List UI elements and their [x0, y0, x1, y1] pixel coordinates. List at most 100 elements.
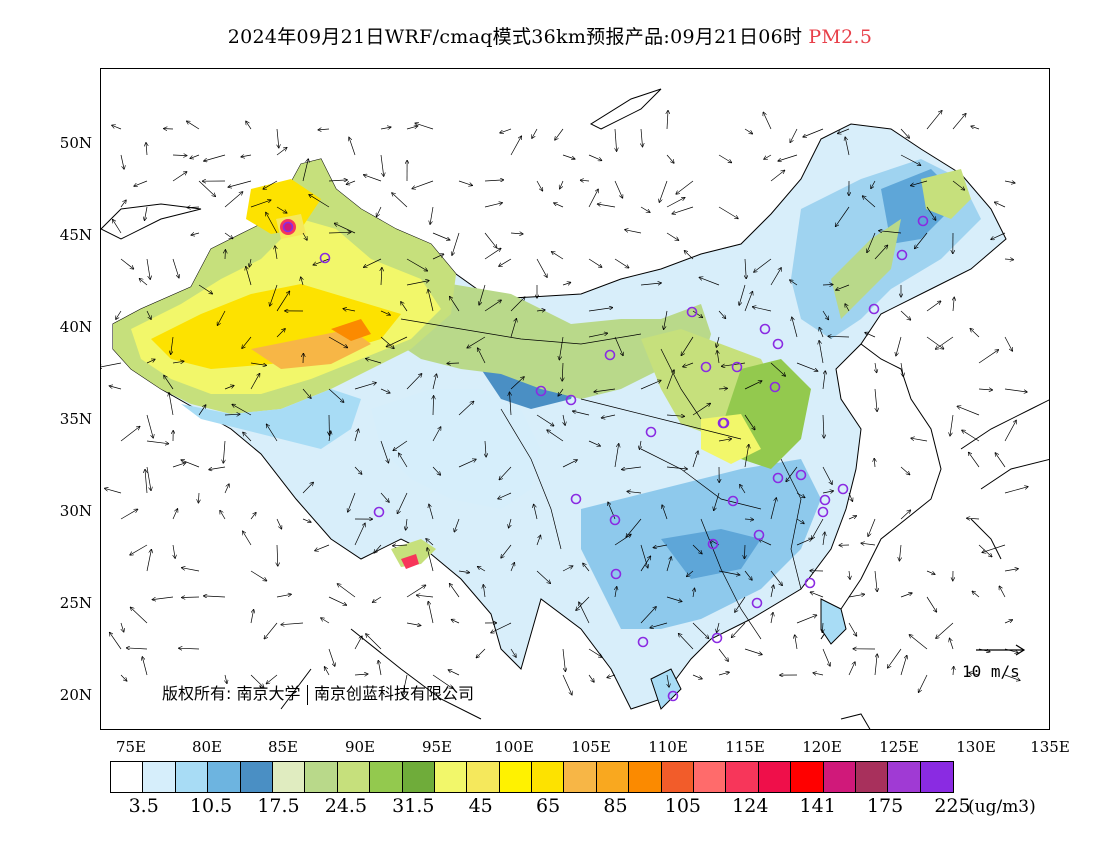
wind-arrow [172, 361, 184, 363]
wind-arrow [120, 200, 126, 208]
wind-arrow [458, 180, 472, 185]
wind-arrow [952, 180, 964, 190]
wind-arrow [764, 154, 772, 159]
wind-arrow [971, 126, 980, 129]
wind-arrow [105, 488, 122, 494]
wind-arrow [588, 674, 594, 682]
wind-arrow [552, 252, 564, 260]
legend-swatch [208, 762, 241, 792]
city-marker [751, 597, 763, 609]
wind-arrow [491, 622, 512, 633]
wind-arrow [558, 388, 564, 396]
wind-arrow [270, 284, 278, 306]
wind-arrow [936, 622, 954, 638]
city-marker [373, 506, 385, 518]
city-marker [817, 506, 829, 518]
wind-arrow [275, 246, 277, 260]
wind-arrow [277, 544, 278, 566]
wind-arrow [563, 414, 565, 425]
legend-label: 175 [866, 795, 904, 817]
wind-arrow [969, 673, 980, 675]
wind-arrow [716, 336, 720, 347]
wind-arrow [1004, 336, 1012, 351]
wind-arrow [936, 336, 954, 349]
legend-label: 65 [536, 795, 561, 817]
wind-arrow [874, 570, 877, 592]
wind-arrow [354, 466, 362, 474]
wind-arrow [640, 283, 661, 285]
wind-arrow [109, 386, 122, 390]
wind-arrow [771, 613, 773, 624]
wind-arrow [744, 414, 755, 430]
wind-arrow [679, 634, 694, 650]
wind-arrow [509, 518, 511, 528]
wind-arrow [276, 594, 291, 598]
city-marker [686, 306, 698, 318]
legend-label: 85 [603, 795, 628, 817]
lat-label-40n: 40N [59, 318, 92, 336]
city-marker [772, 472, 784, 484]
wind-arrow [763, 112, 772, 130]
wind-arrow [911, 180, 928, 186]
city-marker [282, 221, 294, 233]
city-marker [868, 303, 880, 315]
wind-arrow [848, 516, 856, 520]
wind-arrow [432, 674, 452, 688]
wind-arrow [224, 414, 240, 415]
wind-arrow [309, 195, 330, 208]
wind-arrow [863, 196, 876, 208]
map-title: 2024年09月21日WRF/cmaq模式36km预报产品:09月21日06时 P… [0, 22, 1100, 49]
wind-arrow [812, 518, 824, 539]
wind-arrow [378, 661, 382, 676]
wind-arrow [364, 175, 382, 182]
wind-arrow [146, 359, 155, 364]
wind-arrow [223, 440, 225, 463]
wind-arrow [366, 359, 382, 364]
wind-arrow [146, 258, 150, 279]
wind-arrow [982, 544, 1006, 552]
wind-arrow [532, 128, 538, 138]
wind-arrow [614, 336, 623, 355]
city-marker [772, 338, 784, 350]
wind-arrow [130, 544, 148, 555]
wind-arrow [110, 633, 122, 650]
wind-arrow [666, 467, 687, 469]
legend-swatch [370, 762, 403, 792]
wind-arrow [692, 451, 698, 468]
lon-label-115e: 115E [725, 738, 765, 756]
wind-arrow [666, 557, 671, 572]
lat-label-50n: 50N [59, 134, 92, 152]
wind-arrow [412, 180, 434, 189]
wind-arrow [640, 206, 650, 212]
wind-arrow [277, 128, 279, 148]
wind-arrow [101, 362, 122, 367]
wind-arrow [198, 180, 215, 196]
wind-arrow [822, 491, 833, 493]
wind-arrow [120, 509, 138, 520]
legend-swatch [175, 762, 209, 792]
wind-arrow [302, 388, 311, 398]
wind-arrow [562, 460, 577, 468]
wind-arrow [559, 336, 564, 360]
wind-arrow [267, 674, 278, 684]
copyright-org2: 南京创蓝科技有限公司 [314, 684, 475, 703]
wind-arrow [171, 336, 174, 354]
wind-arrow [301, 277, 303, 286]
city-marker [645, 426, 657, 438]
wind-arrow [169, 393, 174, 416]
wind-arrow [753, 307, 772, 312]
legend-swatch [823, 762, 856, 792]
wind-arrow [796, 539, 812, 546]
city-marker [700, 361, 712, 373]
city-marker [604, 349, 616, 361]
wind-arrow [871, 180, 876, 188]
wind-arrow [819, 328, 824, 338]
wind-arrow [242, 336, 252, 348]
wind-arrow [770, 362, 785, 376]
wind-arrow [718, 388, 727, 389]
wind-arrow [899, 544, 901, 561]
legend-swatch [272, 762, 306, 792]
wind-arrow [1004, 620, 1012, 624]
wind-arrow [692, 544, 702, 554]
wind-arrow [380, 440, 389, 463]
